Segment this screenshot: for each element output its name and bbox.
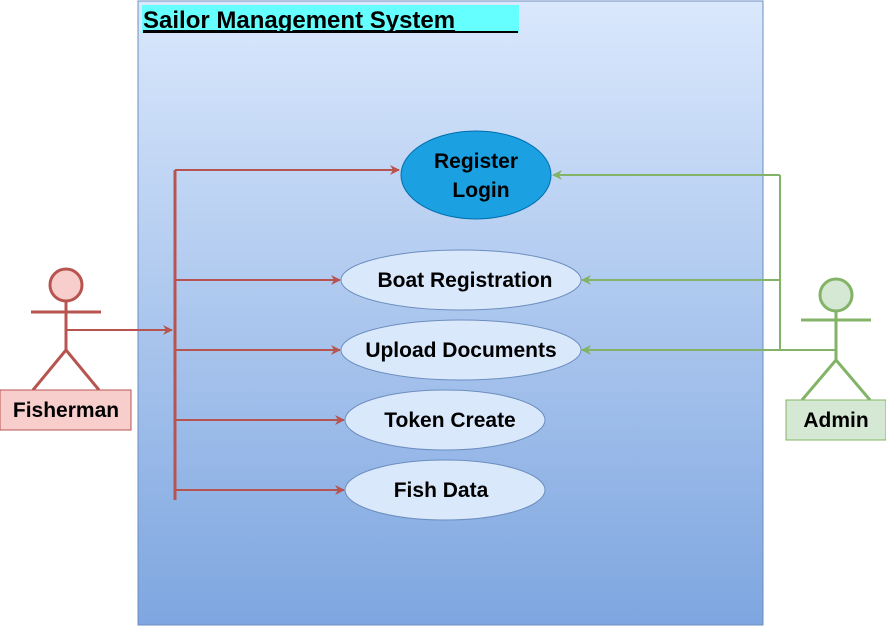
usecase-fish-data[interactable]: Fish Data — [344, 459, 546, 521]
fisherman-stick-figure-icon — [31, 267, 101, 391]
fisherman-label-box — [0, 389, 132, 431]
usecase-register-login-label-line2: Login — [452, 179, 509, 202]
usecase-register-login[interactable]: Register Login — [400, 130, 552, 220]
usecase-token-create[interactable]: Token Create — [344, 389, 546, 451]
admin-label-box — [785, 399, 886, 441]
usecase-fish-data-shape[interactable] — [344, 459, 546, 521]
fisherman-label: Fisherman — [13, 399, 119, 422]
fisherman-connectors — [66, 165, 400, 500]
usecase-boat-registration[interactable]: Boat Registration — [340, 249, 582, 311]
usecase-boat-registration-shape[interactable] — [340, 249, 582, 311]
usecase-token-create-shape[interactable] — [344, 389, 546, 451]
usecase-upload-documents-label: Upload Documents — [365, 339, 556, 362]
usecase-upload-documents-shape[interactable] — [340, 319, 582, 381]
actor-fisherman[interactable]: Fisherman — [0, 267, 132, 431]
admin-label: Admin — [803, 409, 868, 432]
usecase-fish-data-label: Fish Data — [394, 479, 489, 502]
usecase-upload-documents[interactable]: Upload Documents — [340, 319, 582, 381]
admin-stick-figure-icon — [800, 277, 872, 401]
usecase-boat-registration-label: Boat Registration — [377, 269, 552, 292]
system-title: Sailor Management System — [143, 7, 455, 34]
usecase-register-login-shape[interactable] — [400, 130, 552, 220]
system-title-highlight — [142, 5, 519, 33]
usecase-register-login-label-line1: Register — [434, 150, 518, 173]
actor-admin[interactable]: Admin — [785, 277, 886, 441]
system-boundary — [137, 0, 764, 626]
usecase-token-create-label: Token Create — [384, 409, 516, 432]
admin-connectors — [552, 170, 836, 355]
